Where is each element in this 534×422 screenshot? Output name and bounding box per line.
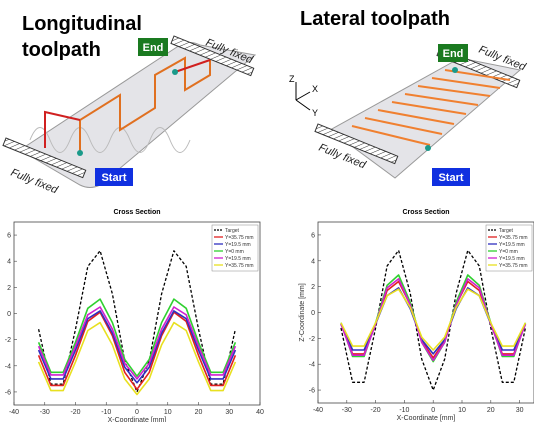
y-tick-label: 2 <box>311 284 315 291</box>
toolpath-link <box>44 59 211 148</box>
series-line <box>340 288 527 351</box>
end-box <box>138 38 168 56</box>
chart: Cross Section X-Coordinate [mm] Z-Coordina… <box>299 209 534 422</box>
series-line <box>37 250 237 393</box>
y-tick-label: 4 <box>7 259 11 266</box>
diagram-title: Lateral toolpath <box>300 8 450 30</box>
x-tick-label: 40 <box>256 409 264 416</box>
series-line <box>37 311 237 391</box>
lateral-diagram: End Start Fully fixed Fully fixed Latera… <box>289 8 528 186</box>
fixed-bar <box>2 137 87 179</box>
axis-name: X <box>312 84 318 94</box>
x-axis-label: X-Coordinate [mm] <box>397 415 456 422</box>
start-point <box>77 150 83 156</box>
legend-label: Y=35.75 mm <box>225 235 254 241</box>
longitudinal-diagram: End Start Fully fixed Fully fixed Longit… <box>2 13 257 197</box>
legend-label: Y=0 mm <box>225 249 244 255</box>
x-tick-label: -40 <box>313 407 323 414</box>
start-box <box>95 168 133 186</box>
legend-label: Y=19.5 mm <box>225 242 251 248</box>
x-tick-label: -30 <box>342 407 352 414</box>
x-tick-label: -30 <box>40 409 50 416</box>
y-tick-label: 6 <box>311 232 315 239</box>
start-label: Start <box>101 172 126 184</box>
end-label: End <box>443 48 464 60</box>
x-tick-label: -10 <box>399 407 409 414</box>
end-box <box>438 44 468 62</box>
legend <box>485 224 533 272</box>
y-tick-label: -2 <box>5 337 11 344</box>
legend-label: Y=19.5 mm <box>225 256 251 262</box>
axes-icon <box>295 82 311 111</box>
x-tick-label: 10 <box>458 407 466 414</box>
legend-label: Y=0 mm <box>499 249 518 255</box>
legend-label: Y=35.75 mm <box>225 263 254 269</box>
series-line <box>37 298 237 377</box>
y-tick-label: 4 <box>311 258 315 265</box>
toolpath <box>351 69 511 146</box>
start-box <box>432 168 470 186</box>
y-tick-label: 2 <box>7 285 11 292</box>
x-tick-label: -20 <box>70 409 80 416</box>
y-axis-label: Z-Coordinate [mm] <box>299 283 306 341</box>
y-tick-label: 0 <box>311 310 315 317</box>
end-point <box>172 69 178 75</box>
y-tick-label: -2 <box>309 336 315 343</box>
chart-title: Cross Section <box>113 209 160 216</box>
x-tick-label: 30 <box>225 409 233 416</box>
chart-title: Cross Section <box>402 209 449 216</box>
y-tick-label: -6 <box>309 388 315 395</box>
x-tick-label: 20 <box>195 409 203 416</box>
fixed-bar <box>314 123 399 165</box>
legend-label: Target <box>225 228 240 234</box>
end-label: End <box>143 42 164 54</box>
x-tick-label: 30 <box>516 407 524 414</box>
legend-label: Y=19.5 mm <box>499 242 525 248</box>
x-tick-label: -40 <box>9 409 19 416</box>
series-line <box>37 310 237 384</box>
diagram-title: toolpath <box>22 39 101 61</box>
wave <box>29 127 191 153</box>
y-tick-label: -6 <box>5 389 11 396</box>
x-tick-label: 20 <box>487 407 495 414</box>
y-tick-label: -4 <box>309 362 315 369</box>
x-tick-label: 0 <box>431 407 435 414</box>
legend-label: Y=35.75 mm <box>499 235 528 241</box>
y-tick-label: 6 <box>7 233 11 240</box>
legend-label: Y=19.5 mm <box>499 256 525 262</box>
x-tick-label: -10 <box>101 409 111 416</box>
start-point <box>425 145 431 151</box>
start-label: Start <box>438 172 463 184</box>
axis-name: Z <box>289 74 295 84</box>
legend-label: Y=35.75 mm <box>499 263 528 269</box>
y-tick-label: 0 <box>7 311 11 318</box>
diagram-title: Longitudinal <box>22 13 142 35</box>
toolpath <box>79 56 211 155</box>
x-tick-label: -20 <box>371 407 381 414</box>
series-line <box>340 278 527 362</box>
x-tick-label: 0 <box>135 409 139 416</box>
x-tick-label: 10 <box>164 409 172 416</box>
fixed-bar <box>170 35 255 77</box>
y-tick-label: -4 <box>5 363 11 370</box>
legend <box>211 224 259 272</box>
axis-name: Y <box>312 108 318 118</box>
end-point <box>452 67 458 73</box>
legend-label: Target <box>499 228 514 234</box>
series-line <box>37 306 237 380</box>
x-axis-label: X-Coordinate [mm] <box>108 417 167 422</box>
series-line <box>37 321 237 396</box>
